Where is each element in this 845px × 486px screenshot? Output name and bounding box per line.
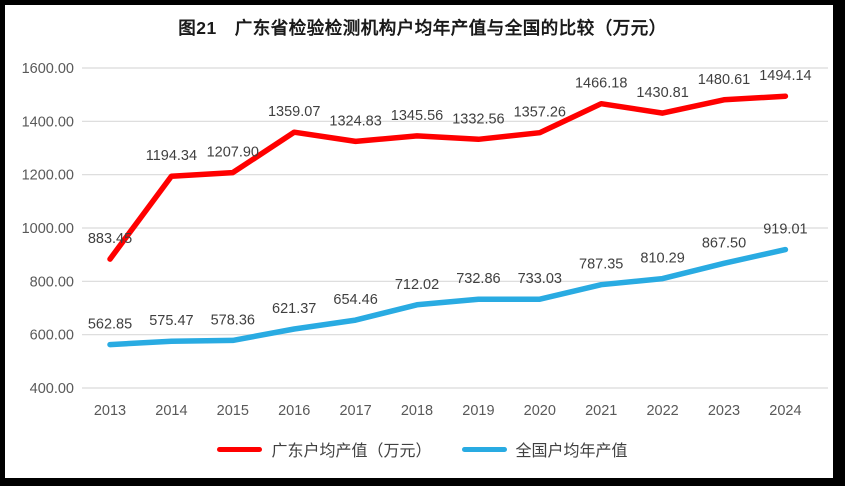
y-tick-label: 400.00 xyxy=(30,381,74,397)
data-label-series1-2020: 733.03 xyxy=(518,271,562,287)
y-tick-label: 1200.00 xyxy=(22,168,74,184)
data-label-series1-2015: 578.36 xyxy=(211,312,255,328)
x-tick-label: 2024 xyxy=(769,403,801,419)
data-label-series1-2017: 654.46 xyxy=(333,292,377,308)
data-label-series0-2015: 1207.90 xyxy=(207,145,259,161)
data-label-series0-2019: 1332.56 xyxy=(452,111,504,127)
data-label-series0-2020: 1357.26 xyxy=(514,105,566,121)
data-label-series1-2024: 919.01 xyxy=(763,222,807,238)
legend-line-swatch-1 xyxy=(461,446,507,452)
x-tick-label: 2018 xyxy=(401,403,433,419)
series-line-1 xyxy=(107,246,789,348)
data-label-series0-2021: 1466.18 xyxy=(575,76,627,92)
data-label-series1-2022: 810.29 xyxy=(640,251,684,267)
x-tick-label: 2017 xyxy=(339,403,371,419)
x-tick-label: 2020 xyxy=(524,403,556,419)
data-label-series1-2016: 621.37 xyxy=(272,301,316,317)
x-tick-label: 2022 xyxy=(646,403,678,419)
data-label-series0-2013: 883.45 xyxy=(88,231,132,247)
y-tick-label: 1000.00 xyxy=(22,221,74,237)
data-label-series0-2017: 1324.83 xyxy=(329,113,381,129)
legend-line-swatch-0 xyxy=(217,446,263,452)
x-tick-label: 2014 xyxy=(155,403,187,419)
data-label-series1-2023: 867.50 xyxy=(702,235,746,251)
data-label-series0-2024: 1494.14 xyxy=(759,68,811,84)
data-label-series1-2014: 575.47 xyxy=(149,313,193,329)
data-label-series1-2021: 787.35 xyxy=(579,257,623,273)
y-tick-label: 600.00 xyxy=(30,328,74,344)
chart-legend: 广东户均产值（万元） 全国户均年产值 xyxy=(0,437,845,461)
data-label-series0-2016: 1359.07 xyxy=(268,104,320,120)
data-label-series0-2023: 1480.61 xyxy=(698,72,750,88)
y-tick-label: 1400.00 xyxy=(22,114,74,130)
x-tick-label: 2015 xyxy=(217,403,249,419)
x-tick-label: 2016 xyxy=(278,403,310,419)
x-tick-label: 2021 xyxy=(585,403,617,419)
data-label-series0-2022: 1430.81 xyxy=(636,85,688,101)
data-label-series1-2013: 562.85 xyxy=(88,317,132,333)
series-line-0 xyxy=(107,93,789,262)
legend-label-0: 广东户均产值（万元） xyxy=(271,443,432,460)
legend-label-1: 全国户均年产值 xyxy=(515,443,628,460)
data-label-series1-2018: 712.02 xyxy=(395,277,439,293)
legend-item-0: 广东户均产值（万元） xyxy=(217,437,432,461)
x-tick-label: 2013 xyxy=(94,403,126,419)
x-tick-label: 2019 xyxy=(462,403,494,419)
data-label-series0-2018: 1345.56 xyxy=(391,108,443,124)
chart-title: 图21 广东省检验检测机构户均年产值与全国的比较（万元） xyxy=(178,18,667,38)
y-tick-label: 800.00 xyxy=(30,274,74,290)
y-tick-label: 1600.00 xyxy=(22,61,74,77)
x-tick-label: 2023 xyxy=(708,403,740,419)
data-label-series1-2019: 732.86 xyxy=(456,271,500,287)
data-label-series0-2014: 1194.34 xyxy=(146,148,197,164)
legend-item-1: 全国户均年产值 xyxy=(461,437,628,461)
